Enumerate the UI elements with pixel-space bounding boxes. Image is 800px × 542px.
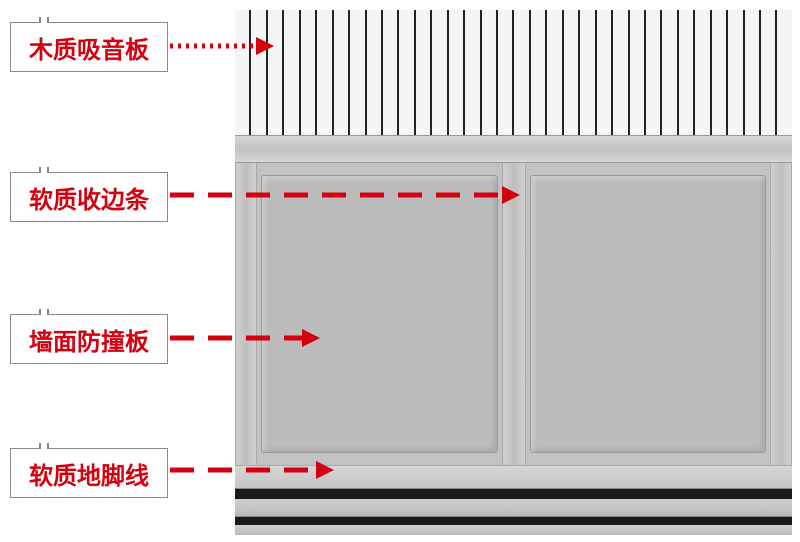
wood-acoustic-panel	[235, 10, 792, 135]
soft-edge-strip-right	[770, 163, 792, 465]
bumper-panel	[530, 175, 767, 453]
callout-label-text: 墙面防撞板	[29, 322, 149, 357]
soft-edge-strip-mid	[502, 163, 526, 465]
callout-label-text: 软质收边条	[29, 180, 149, 215]
callout-label-text: 软质地脚线	[29, 456, 149, 491]
wall-assembly-diagram	[235, 10, 792, 535]
soft-edge-strip-left	[235, 163, 257, 465]
callout-label-3: 软质地脚线	[10, 448, 168, 498]
callout-label-1: 软质收边条	[10, 172, 168, 222]
wall-bumper-panels	[235, 163, 792, 465]
callout-label-2: 墙面防撞板	[10, 314, 168, 364]
bumper-panel	[261, 175, 498, 453]
callout-label-text: 木质吸音板	[29, 30, 149, 65]
callout-label-0: 木质吸音板	[10, 22, 168, 72]
top-trim	[235, 135, 792, 163]
